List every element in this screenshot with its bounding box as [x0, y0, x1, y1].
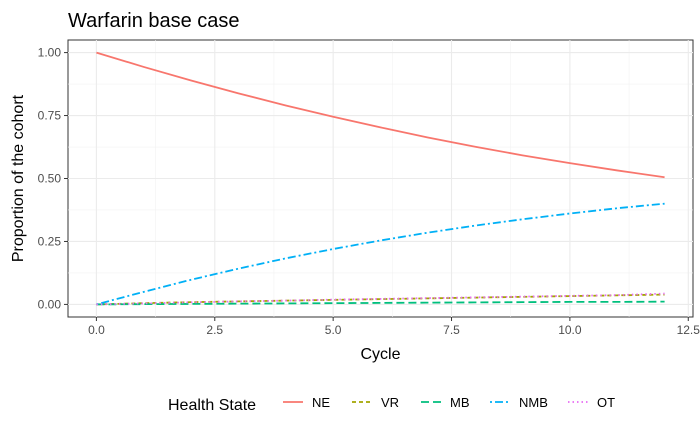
y-axis-title: Proportion of the cohort: [10, 94, 27, 262]
y-tick-label: 0.50: [38, 172, 62, 186]
legend-label-ot: OT: [597, 395, 615, 410]
x-axis: 0.0 2.5 5.0 7.5 10.0 12.5: [88, 317, 700, 337]
y-tick-label: 1.00: [38, 46, 62, 60]
grid-major: [68, 40, 693, 317]
legend-label-vr: VR: [381, 395, 399, 410]
legend-label-nmb: NMB: [519, 395, 548, 410]
legend-items: NE VR MB NMB OT: [283, 395, 615, 410]
y-tick-label: 0.00: [38, 297, 62, 311]
x-tick-label: 12.5: [677, 323, 700, 337]
legend-label-ne: NE: [312, 395, 330, 410]
series-line-ne: [96, 51, 665, 179]
legend: Health State NE VR MB NMB OT: [168, 395, 615, 414]
series-layer: [96, 51, 665, 306]
y-tick-label: 0.25: [38, 234, 62, 248]
x-tick-label: 7.5: [443, 323, 460, 337]
series-line-ot: [96, 292, 665, 306]
x-tick-label: 5.0: [325, 323, 342, 337]
y-tick-label: 0.75: [38, 109, 62, 123]
series-line-nmb: [96, 202, 665, 306]
y-axis: 0.00 0.25 0.50 0.75 1.00: [38, 46, 68, 311]
legend-title: Health State: [168, 397, 256, 414]
x-tick-label: 10.0: [558, 323, 582, 337]
x-axis-title: Cycle: [360, 346, 400, 363]
chart-title: Warfarin base case: [68, 10, 240, 32]
x-tick-label: 2.5: [206, 323, 223, 337]
grid-minor: [68, 40, 693, 317]
legend-label-mb: MB: [450, 395, 470, 410]
x-tick-label: 0.0: [88, 323, 105, 337]
series-line-mb: [96, 300, 665, 306]
